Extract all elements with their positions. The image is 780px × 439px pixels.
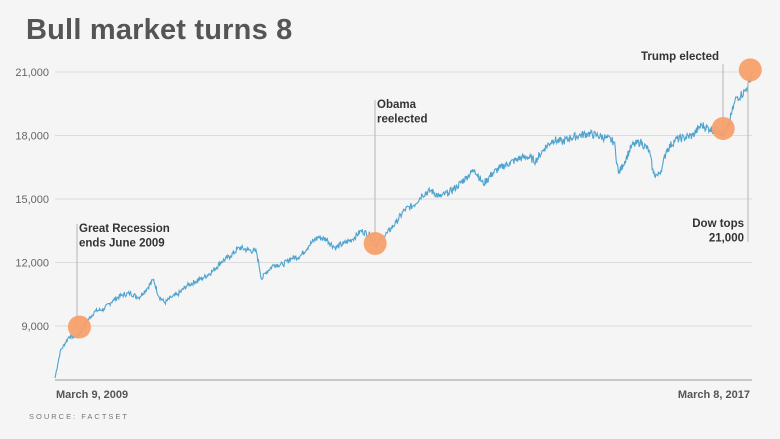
series-group [54,71,753,379]
x-tick-end: March 8, 2017 [678,389,750,401]
annotation-label: 21,000 [709,233,744,245]
chart-title: Bull market turns 8 [26,14,293,46]
annotation-label: Trump elected [641,51,719,63]
annotation-marker [67,315,91,339]
annotation-label: Obama [377,99,417,111]
y-tick-label: 15,000 [15,194,49,206]
annotation-marker [363,231,387,255]
annotation-label: reelected [377,114,428,126]
y-tick-label: 12,000 [15,258,49,270]
annotation-label: Dow tops [692,218,744,230]
grid [55,71,752,327]
y-tick-label: 18,000 [15,131,49,143]
annotation-label: Great Recession [79,223,170,235]
annotation-marker [738,58,762,82]
annotation-marker [711,117,735,141]
annotation-label: ends June 2009 [79,238,165,250]
y-axis-ticks: 9,000 12,000 15,000 18,000 21,000 [15,67,49,333]
source-note: SOURCE: FACTSET [29,412,130,421]
annotations-group: Great Recession ends June 2009 Obama reelec… [67,51,762,339]
y-tick-label: 21,000 [15,67,49,79]
x-tick-start: March 9, 2009 [56,389,128,401]
y-tick-label: 9,000 [21,321,49,333]
series-line [54,71,753,379]
